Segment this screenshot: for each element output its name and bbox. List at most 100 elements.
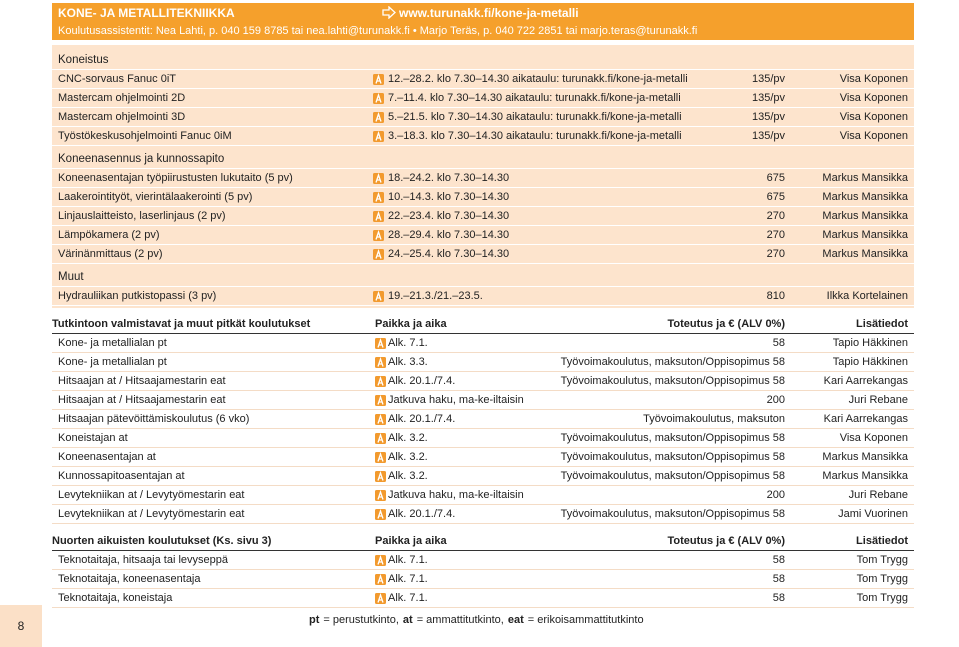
course: Lämpökamera (2 pv) — [58, 229, 160, 241]
place: Alk. 7.1. — [388, 592, 428, 604]
header-info: Lisätiedot — [856, 318, 908, 330]
date: 7.–11.4. klo 7.30–14.30 aikataulu: turun… — [388, 92, 681, 104]
location-icon — [375, 376, 386, 387]
info: Juri Rebane — [848, 394, 908, 406]
info: Tapio Häkkinen — [832, 356, 908, 368]
contact: Visa Koponen — [839, 111, 908, 123]
course-row: Värinänmittaus (2 pv) 24.–25.4. klo 7.30–… — [52, 245, 914, 264]
location-icon — [375, 414, 386, 425]
course: Koneenasentajan at — [58, 451, 156, 463]
course: Työstökeskusohjelmointi Fanuc 0iM — [58, 130, 232, 142]
header-info: Lisätiedot — [856, 535, 908, 547]
place: Alk. 7.1. — [388, 337, 428, 349]
location-icon — [375, 509, 386, 520]
location-icon — [373, 93, 384, 104]
implementation: Työvoimakoulutus, maksuton — [643, 413, 785, 425]
location-icon — [375, 471, 386, 482]
course-row: Työstökeskusohjelmointi Fanuc 0iM 3.–18.3… — [52, 127, 914, 146]
place: Alk. 20.1./7.4. — [388, 375, 456, 387]
course: Levytekniikan at / Levytyömestarin eat — [58, 508, 245, 520]
course: Teknotaitaja, koneistaja — [58, 592, 173, 604]
location-icon — [375, 593, 386, 604]
info: Tapio Häkkinen — [832, 337, 908, 349]
course-row: Hydrauliikan putkistopassi (3 pv) 19.–21.… — [52, 287, 914, 306]
header-course: Nuorten aikuisten koulutukset (Ks. sivu … — [52, 535, 272, 547]
contact: Markus Mansikka — [822, 172, 908, 184]
date: 12.–28.2. klo 7.30–14.30 aikataulu: turu… — [388, 73, 688, 85]
course: Teknotaitaja, koneenasentaja — [58, 573, 201, 585]
location-icon — [373, 230, 384, 241]
contact: Visa Koponen — [839, 130, 908, 142]
info: Juri Rebane — [848, 489, 908, 501]
price: 135/pv — [751, 111, 785, 123]
price: 270 — [766, 229, 785, 241]
course: Kone- ja metallialan pt — [58, 337, 167, 349]
header-title: KONE- JA METALLITEKNIIKKA — [58, 6, 235, 20]
course: Hitsaajan at / Hitsaajamestarin eat — [58, 394, 226, 406]
date: 28.–29.4. klo 7.30–14.30 — [388, 229, 510, 241]
course: Laakerointityöt, vierintälaakerointi (5 … — [58, 191, 253, 203]
place: Jatkuva haku, ma-ke-iltaisin — [388, 394, 524, 406]
contact: Markus Mansikka — [822, 229, 908, 241]
section-title: Koneenasennus ja kunnossapito — [52, 150, 914, 169]
place: Alk. 7.1. — [388, 554, 428, 566]
contact: Visa Koponen — [839, 73, 908, 85]
course: Levytekniikan at / Levytyömestarin eat — [58, 489, 245, 501]
section-title-text: Koneistus — [58, 54, 109, 66]
section-title: Muut — [52, 268, 914, 287]
course-row: Mastercam ohjelmointi 3D 5.–21.5. klo 7.3… — [52, 108, 914, 127]
place: Alk. 3.2. — [388, 451, 428, 463]
table-row: Hitsaajan at / Hitsaajamestarin eat Jatku… — [52, 391, 914, 410]
location-icon — [373, 249, 384, 260]
place: Jatkuva haku, ma-ke-iltaisin — [388, 489, 524, 501]
table-row: Teknotaitaja, koneistaja Alk. 7.1. 58 Tom T… — [52, 589, 914, 608]
implementation: Työvoimakoulutus, maksuton/Oppisopimus 5… — [560, 508, 785, 520]
course-row: CNC-sorvaus Fanuc 0iT 12.–28.2. klo 7.30–… — [52, 70, 914, 89]
course: Hitsaajan pätevöittämiskoulutus (6 vko) — [58, 413, 250, 425]
date: 10.–14.3. klo 7.30–14.30 — [388, 191, 510, 203]
implementation: 200 — [766, 394, 785, 406]
location-icon — [375, 357, 386, 368]
contact: Visa Koponen — [839, 92, 908, 104]
implementation: 200 — [766, 489, 785, 501]
location-icon — [373, 192, 384, 203]
implementation: Työvoimakoulutus, maksuton/Oppisopimus 5… — [560, 432, 785, 444]
price: 270 — [766, 248, 785, 260]
place: Alk. 7.1. — [388, 573, 428, 585]
section-title-text: Muut — [58, 271, 84, 283]
header-link[interactable]: www.turunakk.fi/kone-ja-metalli — [399, 6, 579, 20]
implementation: 58 — [772, 592, 785, 604]
assistants: Koulutusassistentit: Nea Lahti, p. 040 1… — [58, 25, 698, 37]
price: 270 — [766, 210, 785, 222]
implementation: Työvoimakoulutus, maksuton/Oppisopimus 5… — [560, 470, 785, 482]
table-row: Hitsaajan at / Hitsaajamestarin eat Alk. … — [52, 372, 914, 391]
info: Tom Trygg — [856, 592, 908, 604]
place: Alk. 3.2. — [388, 432, 428, 444]
course: Kone- ja metallialan pt — [58, 356, 167, 368]
info: Tom Trygg — [856, 573, 908, 585]
location-icon — [375, 433, 386, 444]
place: Alk. 3.2. — [388, 470, 428, 482]
info: Jami Vuorinen — [838, 508, 908, 520]
course: Teknotaitaja, hitsaaja tai levyseppä — [58, 554, 228, 566]
course: Koneenasentajan työpiirustusten lukutait… — [58, 172, 293, 184]
location-icon — [373, 74, 384, 85]
course-row: Laakerointityöt, vierintälaakerointi (5 … — [52, 188, 914, 207]
table-header: Nuorten aikuisten koulutukset (Ks. sivu … — [52, 532, 914, 551]
course: Linjauslaitteisto, laserlinjaus (2 pv) — [58, 210, 226, 222]
course-row: Linjauslaitteisto, laserlinjaus (2 pv) 22… — [52, 207, 914, 226]
footer-legend: pt = perustutkinto, at = ammattitutkinto, ea… — [309, 614, 644, 626]
contact: Markus Mansikka — [822, 210, 908, 222]
location-icon — [373, 211, 384, 222]
table-row: Kone- ja metallialan pt Alk. 7.1. 58 Tapio … — [52, 334, 914, 353]
price: 135/pv — [751, 92, 785, 104]
course: CNC-sorvaus Fanuc 0iT — [58, 73, 176, 85]
header-implementation: Toteutus ja € (ALV 0%) — [667, 535, 785, 547]
table-row: Kunnossapitoasentajan at Alk. 3.2. Työvoim… — [52, 467, 914, 486]
table-row: Levytekniikan at / Levytyömestarin eat Al… — [52, 505, 914, 524]
info: Tom Trygg — [856, 554, 908, 566]
legend-meaning: = perustutkinto, — [323, 614, 399, 626]
legend-abbr: pt — [309, 614, 320, 626]
legend-abbr: at — [402, 614, 413, 626]
info: Visa Koponen — [839, 432, 908, 444]
